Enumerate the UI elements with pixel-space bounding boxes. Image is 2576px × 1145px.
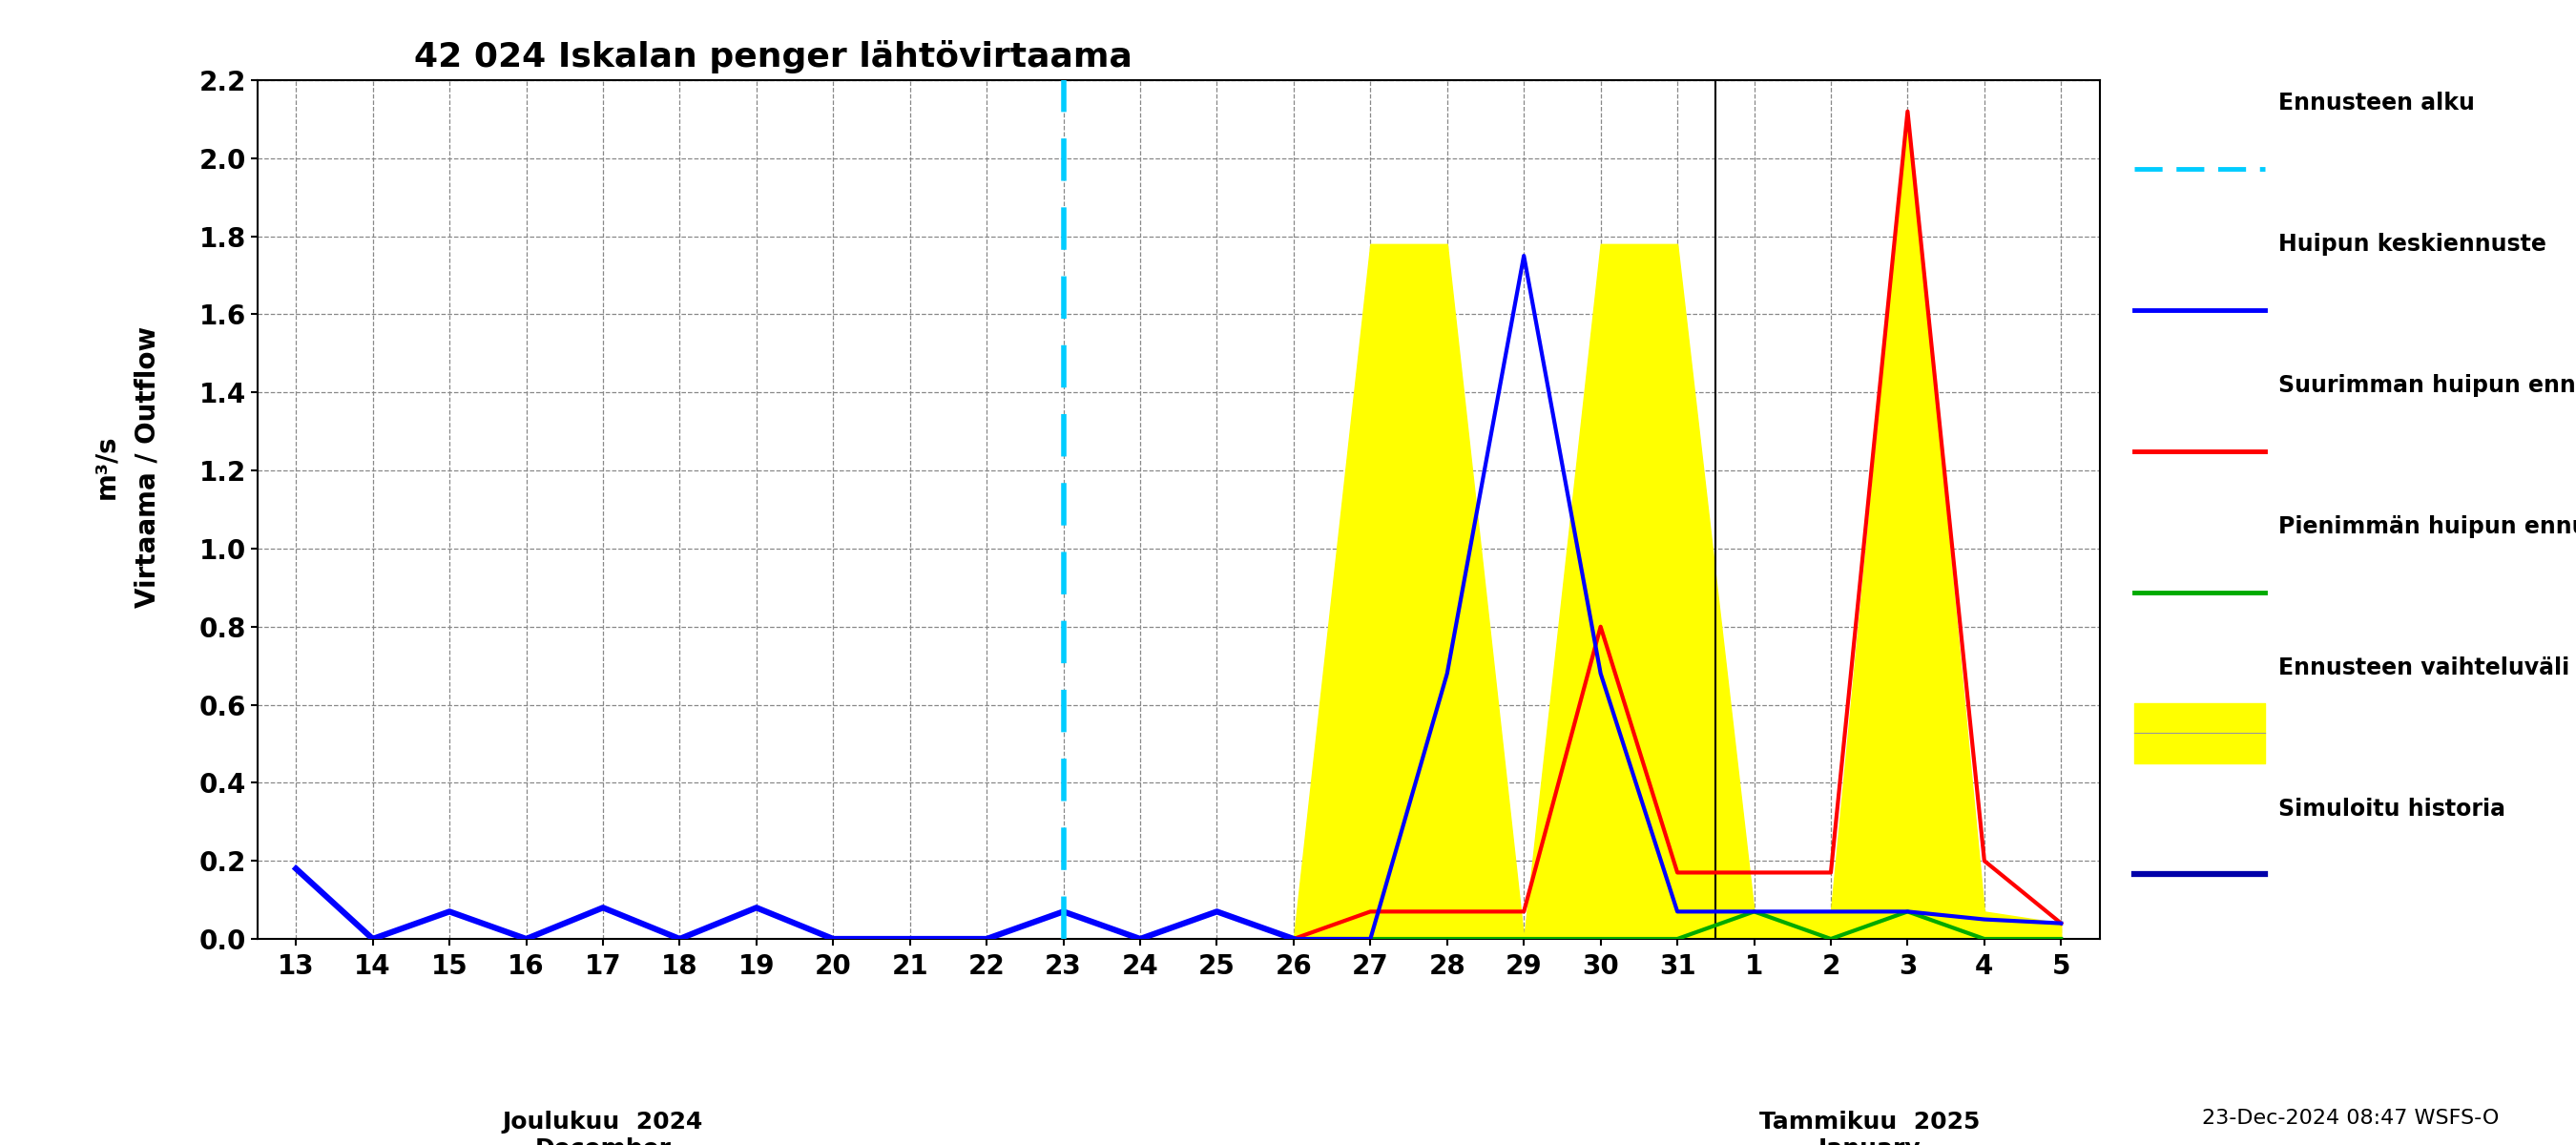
Text: 42 024 Iskalan penger lähtövirtaama: 42 024 Iskalan penger lähtövirtaama xyxy=(415,40,1131,73)
Text: Ennusteen vaihteluväli: Ennusteen vaihteluväli xyxy=(2277,656,2571,679)
Text: Ennusteen alku: Ennusteen alku xyxy=(2277,92,2476,114)
Text: Simuloitu historia: Simuloitu historia xyxy=(2277,797,2506,820)
Text: m³/s: m³/s xyxy=(93,434,121,499)
Text: Pienimmän huipun ennuste: Pienimmän huipun ennuste xyxy=(2277,515,2576,538)
Text: Huipun keskiennuste: Huipun keskiennuste xyxy=(2277,234,2548,256)
Text: Suurimman huipun ennuste: Suurimman huipun ennuste xyxy=(2277,374,2576,397)
Text: Virtaama / Outflow: Virtaama / Outflow xyxy=(134,326,160,607)
Text: Tammikuu  2025
January: Tammikuu 2025 January xyxy=(1759,1111,1978,1145)
Text: 23-Dec-2024 08:47 WSFS-O: 23-Dec-2024 08:47 WSFS-O xyxy=(2202,1108,2499,1128)
Text: Joulukuu  2024
December: Joulukuu 2024 December xyxy=(502,1111,703,1145)
